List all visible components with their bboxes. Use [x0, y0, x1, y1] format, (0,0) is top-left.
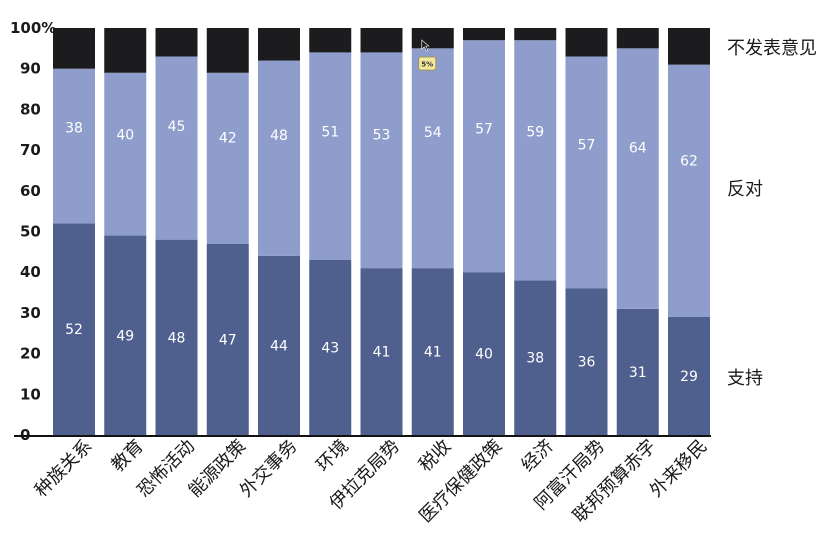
bar-segment-1-12	[616, 308, 659, 435]
y-tick-label: 80	[20, 100, 41, 118]
bar-segment-1-4	[206, 243, 249, 435]
bar-segment-2-1	[53, 68, 95, 224]
bar-segment-1-1	[53, 223, 95, 435]
bar-segment-2-12	[616, 48, 659, 309]
y-tick-label: 10	[20, 385, 41, 403]
oppose-value-label: 48	[270, 128, 288, 144]
support-value-label: 49	[116, 328, 134, 344]
value-labels-layer: 52 38 49 40 48 45 47 42 44 48 43 51 41 53 41 54 40 57 38 59…	[65, 119, 698, 385]
bar-segment-1-8	[411, 268, 454, 435]
bar-segment-1-7	[360, 268, 403, 435]
bar-segment-3-6	[309, 28, 352, 53]
bar-segment-3-7	[360, 28, 403, 53]
oppose-value-label: 57	[578, 138, 596, 154]
annotation-text: 5%	[421, 61, 433, 69]
y-tick-label: 50	[20, 223, 41, 241]
bar-segment-2-3	[155, 56, 198, 240]
bar-segment-3-9	[463, 28, 505, 41]
bar-segment-3-10	[514, 28, 557, 41]
bar-segment-3-3	[155, 28, 198, 57]
support-value-label: 31	[629, 365, 647, 381]
category-label: 经济	[517, 436, 557, 476]
category-label: 种族关系	[31, 436, 97, 502]
oppose-value-label: 42	[219, 131, 237, 147]
bar-segment-3-8	[411, 28, 454, 49]
bar-segment-2-11	[565, 56, 608, 289]
oppose-value-label: 57	[475, 121, 493, 137]
bar-segment-1-11	[565, 288, 608, 435]
support-value-label: 41	[424, 345, 442, 361]
bars-layer	[53, 28, 710, 435]
bar-segment-2-4	[206, 72, 249, 244]
oppose-value-label: 51	[321, 124, 339, 140]
category-label: 税收	[415, 436, 455, 476]
oppose-value-label: 62	[680, 154, 698, 170]
bar-segment-1-6	[309, 259, 352, 435]
bar-segment-1-3	[155, 239, 198, 435]
support-value-label: 36	[578, 355, 596, 371]
y-tick-label: 20	[20, 345, 41, 363]
bar-segment-2-7	[360, 52, 403, 269]
y-tick-label: 40	[20, 263, 41, 281]
support-value-label: 41	[373, 345, 391, 361]
annotation-badge	[418, 56, 437, 71]
bar-segment-3-13	[668, 28, 710, 65]
bar-segment-2-9	[463, 40, 505, 273]
bar-segment-2-10	[514, 40, 557, 281]
support-value-label: 40	[475, 347, 493, 363]
cursor-icon	[421, 39, 430, 52]
annotation-layer: 5%	[418, 39, 437, 71]
legend-label: 不发表意见	[727, 38, 817, 59]
support-value-label: 44	[270, 338, 288, 354]
bar-segment-2-6	[309, 52, 352, 260]
oppose-value-label: 54	[424, 125, 442, 141]
bar-segment-1-10	[514, 280, 557, 435]
support-value-label: 43	[321, 340, 339, 356]
category-label: 外来移民	[646, 436, 712, 502]
oppose-value-label: 59	[526, 124, 544, 140]
bar-segment-1-5	[258, 255, 300, 435]
y-axis: 0102030405060708090100%	[10, 19, 56, 444]
bar-segment-2-13	[668, 64, 710, 317]
bar-segment-3-2	[104, 28, 147, 73]
bar-segment-2-5	[258, 60, 300, 256]
oppose-value-label: 40	[116, 128, 134, 144]
support-value-label: 29	[680, 369, 698, 385]
bar-segment-2-8	[411, 48, 454, 269]
bar-segment-3-12	[616, 28, 659, 49]
support-value-label: 52	[65, 322, 83, 338]
bar-segment-3-1	[53, 28, 95, 69]
category-label: 外交事务	[236, 436, 302, 502]
y-tick-label: 90	[20, 60, 41, 78]
y-tick-label: 100%	[10, 19, 56, 37]
support-value-label: 48	[168, 330, 186, 346]
oppose-value-label: 45	[168, 119, 186, 135]
y-tick-label: 60	[20, 182, 41, 200]
oppose-value-label: 64	[629, 140, 647, 156]
bar-segment-1-9	[463, 272, 505, 435]
oppose-value-label: 38	[65, 120, 83, 136]
bar-segment-1-2	[104, 235, 147, 435]
bar-segment-3-4	[206, 28, 249, 73]
bar-segment-3-11	[565, 28, 608, 57]
support-value-label: 47	[219, 332, 237, 348]
bar-segment-2-2	[104, 72, 147, 236]
y-tick-label: 30	[20, 304, 41, 322]
category-label: 环境	[312, 436, 352, 476]
y-tick-label: 70	[20, 141, 41, 159]
legend-label: 反对	[727, 179, 763, 200]
oppose-value-label: 53	[373, 127, 391, 143]
category-label: 教育	[107, 436, 147, 476]
bar-segment-3-5	[258, 28, 300, 61]
bar-segment-1-13	[668, 316, 710, 435]
support-value-label: 38	[526, 351, 544, 367]
legend-label: 支持	[727, 368, 763, 389]
